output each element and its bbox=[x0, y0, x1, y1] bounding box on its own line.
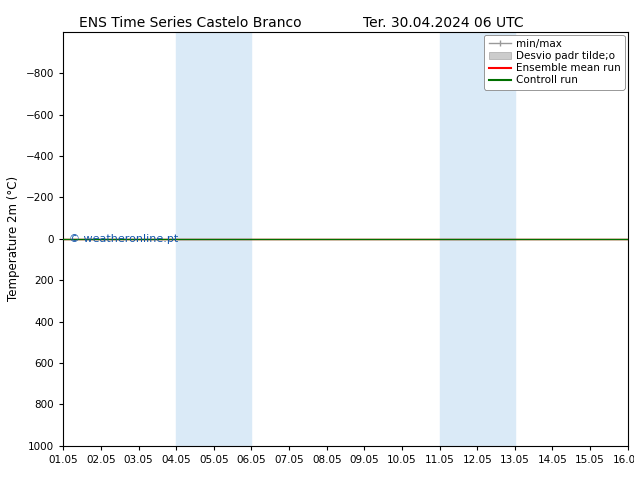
Text: ENS Time Series Castelo Branco: ENS Time Series Castelo Branco bbox=[79, 16, 302, 30]
Text: © weatheronline.pt: © weatheronline.pt bbox=[69, 234, 178, 244]
Text: Ter. 30.04.2024 06 UTC: Ter. 30.04.2024 06 UTC bbox=[363, 16, 524, 30]
Legend: min/max, Desvio padr tilde;o, Ensemble mean run, Controll run: min/max, Desvio padr tilde;o, Ensemble m… bbox=[484, 35, 624, 90]
Y-axis label: Temperature 2m (°C): Temperature 2m (°C) bbox=[8, 176, 20, 301]
Bar bbox=[176, 32, 252, 446]
Bar bbox=[439, 32, 515, 446]
